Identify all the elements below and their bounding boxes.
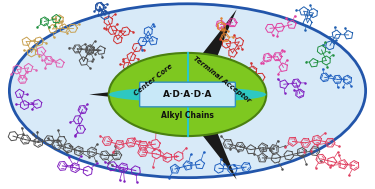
Text: Alkyl Chains: Alkyl Chains [161,111,214,120]
Ellipse shape [9,4,366,178]
Text: Center Core: Center Core [132,63,173,96]
Polygon shape [89,86,188,103]
Ellipse shape [109,53,266,136]
Polygon shape [188,94,237,180]
Text: A·D·A·D·A: A·D·A·D·A [163,90,212,99]
Text: Terminal Acceptor: Terminal Acceptor [192,55,252,104]
Ellipse shape [109,87,266,102]
FancyBboxPatch shape [140,82,236,107]
Polygon shape [188,9,237,94]
